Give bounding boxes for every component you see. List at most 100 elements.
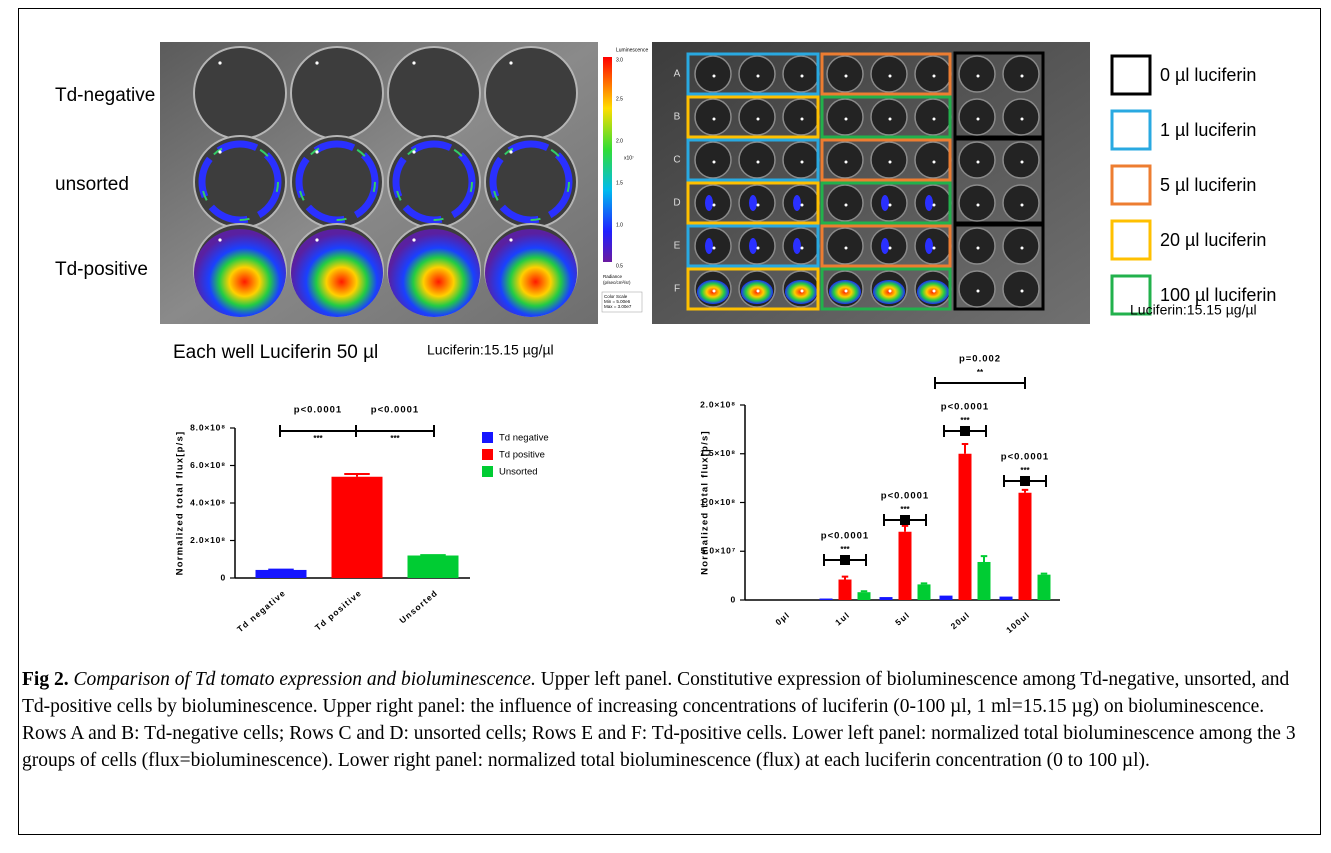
plate-row-letter: F xyxy=(674,284,680,295)
x-tick-label: Td negative xyxy=(235,588,288,635)
well-highlight xyxy=(712,117,716,121)
plate-row-letter: C xyxy=(673,155,680,166)
color-scale-multiplier: x10⁷ xyxy=(624,155,634,161)
group-box xyxy=(820,267,952,311)
well-highlight xyxy=(756,74,760,78)
well-highlight xyxy=(412,61,416,65)
well-highlight xyxy=(800,289,804,293)
x-tick-label: Unsorted xyxy=(397,588,439,626)
well xyxy=(1002,184,1040,222)
color-scale-unit: (p/sec/cm²/sr) xyxy=(603,280,631,285)
well-highlight xyxy=(756,117,760,121)
well-highlight xyxy=(412,150,416,154)
signal-blob xyxy=(881,195,889,211)
error-bar xyxy=(860,590,868,593)
well xyxy=(484,135,578,229)
well-highlight xyxy=(756,246,760,250)
p-value: p<0.0001 xyxy=(941,402,989,413)
legend-label: 20 µl luciferin xyxy=(1160,230,1266,250)
signal-blob xyxy=(705,195,713,211)
x-tick-label: 1ul xyxy=(833,610,852,628)
color-bar xyxy=(603,57,612,262)
well xyxy=(193,135,287,229)
p-value: p<0.0001 xyxy=(371,405,419,416)
signal-blob xyxy=(793,195,801,211)
y-tick-label: 2.0×10⁸ xyxy=(700,399,736,409)
well-highlight xyxy=(800,160,804,164)
well-highlight xyxy=(712,246,716,250)
plate-concentration: Luciferin:15.15 µg/µl xyxy=(1130,302,1257,318)
plate-concentration: Luciferin:15.15 µg/µl xyxy=(427,342,554,358)
p-value: p<0.0001 xyxy=(881,491,929,502)
well xyxy=(958,227,996,265)
bar xyxy=(819,598,833,600)
group-box xyxy=(820,95,952,139)
well-highlight xyxy=(888,160,892,164)
bar xyxy=(939,595,953,600)
group-box xyxy=(686,95,820,139)
well-highlight xyxy=(844,74,848,78)
legend-label: 5 µl luciferin xyxy=(1160,175,1256,195)
well-highlight xyxy=(412,238,416,242)
caption-title: Comparison of Td tomato expression and b… xyxy=(73,669,536,690)
error-bar xyxy=(901,524,909,532)
significance-stars: ** xyxy=(977,368,984,377)
well-highlight xyxy=(712,160,716,164)
well-highlight xyxy=(888,203,892,207)
legend-label: 1 µl luciferin xyxy=(1160,120,1256,140)
well xyxy=(870,141,908,179)
color-scale-min: Min = 5.00e6 xyxy=(604,299,631,304)
plate-row-letter: D xyxy=(673,198,680,209)
plate-row-letter: A xyxy=(674,69,681,80)
signal-blob xyxy=(485,229,577,317)
legend-swatch xyxy=(1110,219,1152,261)
well-highlight xyxy=(756,160,760,164)
color-scale-tick: 2.0 xyxy=(616,138,623,144)
bar xyxy=(331,476,383,578)
significance-stars: *** xyxy=(900,505,910,514)
y-tick-label: 6.0×10⁸ xyxy=(190,460,226,470)
well xyxy=(1002,270,1040,308)
well xyxy=(826,184,864,222)
plate-row-letter: E xyxy=(674,241,681,252)
well xyxy=(694,55,732,93)
bracket-marker xyxy=(900,515,910,525)
well-highlight xyxy=(756,203,760,207)
well xyxy=(484,46,578,140)
well-highlight xyxy=(315,238,319,242)
well xyxy=(1002,141,1040,179)
legend-swatch xyxy=(482,432,493,443)
plate-row-letter: B xyxy=(674,112,681,123)
well-highlight xyxy=(844,246,848,250)
legend-swatch xyxy=(482,466,493,477)
signal-blob xyxy=(925,195,933,211)
well-highlight xyxy=(509,61,513,65)
bar xyxy=(958,453,972,600)
signal-blob xyxy=(925,238,933,254)
well xyxy=(914,55,952,93)
well-highlight xyxy=(1020,160,1024,164)
well xyxy=(1002,55,1040,93)
signal-blob xyxy=(749,195,757,211)
x-tick-label: 0µl xyxy=(773,610,791,628)
bar xyxy=(898,531,912,600)
well-highlight xyxy=(844,203,848,207)
bar xyxy=(917,584,931,600)
well xyxy=(826,98,864,136)
p-value: p=0.002 xyxy=(959,354,1001,365)
bracket-marker xyxy=(1020,476,1030,486)
group-box xyxy=(820,181,952,225)
well-highlight xyxy=(976,246,980,250)
x-tick-label: 5ul xyxy=(893,610,912,628)
well-highlight xyxy=(976,74,980,78)
well-highlight xyxy=(800,246,804,250)
well xyxy=(958,98,996,136)
bar xyxy=(999,596,1013,600)
legend-label: Td negative xyxy=(499,433,549,444)
y-tick-label: 1.0×10⁸ xyxy=(700,497,736,507)
x-tick-label: Td positive xyxy=(313,588,364,633)
well-highlight xyxy=(932,203,936,207)
color-scale-unit-title: Radiance xyxy=(603,274,623,279)
well-highlight xyxy=(932,289,936,293)
